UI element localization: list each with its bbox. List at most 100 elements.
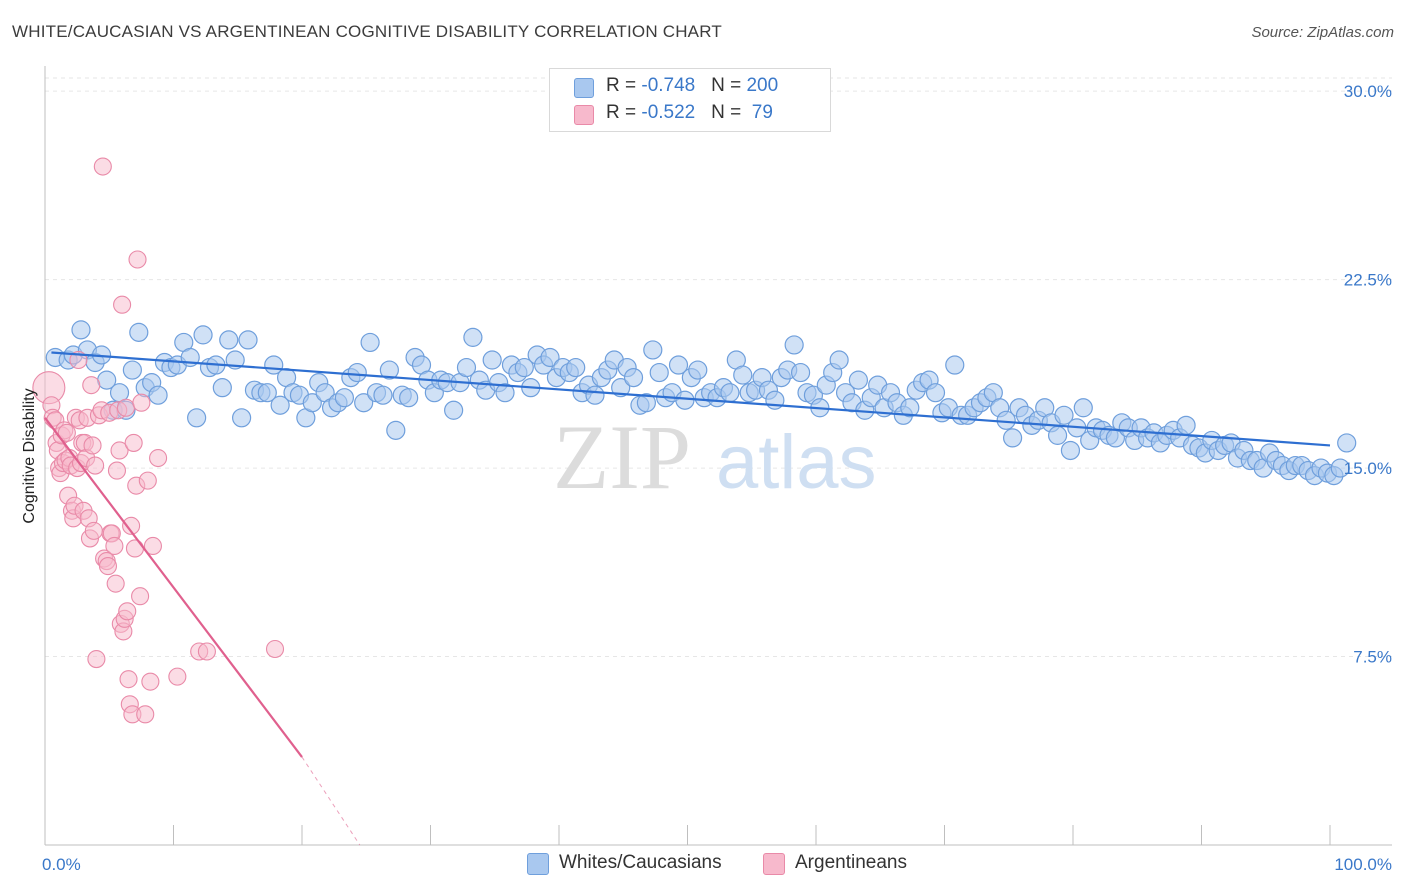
- point-argentineans: [149, 448, 168, 468]
- legend-n-label: N =: [711, 75, 747, 96]
- point-whites: [623, 368, 644, 388]
- point-whites: [675, 390, 695, 410]
- point-argentineans: [86, 456, 105, 475]
- trend-line-argentineans-extrapolated: [301, 756, 361, 846]
- point-whites: [334, 388, 355, 408]
- trend-line-whites: [51, 351, 1331, 447]
- point-whites: [688, 360, 708, 380]
- point-argentineans: [84, 521, 103, 540]
- point-argentineans: [83, 436, 102, 455]
- x-tick-label-min: 0.0%: [42, 855, 81, 874]
- point-whites: [379, 360, 399, 380]
- point-argentineans: [93, 157, 112, 176]
- watermark-atlas: atlas: [716, 420, 877, 505]
- point-whites: [219, 330, 239, 350]
- point-whites: [1003, 428, 1023, 448]
- legend-r-label: R =: [606, 102, 642, 123]
- tick-labels: 7.5% 15.0% 22.5% 30.0% 0.0% 100.0%: [42, 82, 1392, 874]
- watermark-zip: ZIP: [553, 406, 691, 508]
- point-whites: [649, 362, 669, 383]
- point-whites: [386, 420, 406, 440]
- point-argentineans: [141, 672, 160, 691]
- point-whites: [495, 383, 515, 403]
- point-whites: [456, 357, 477, 378]
- point-argentineans: [106, 574, 125, 593]
- point-whites: [585, 385, 605, 405]
- trend-line-argentineans: [44, 417, 303, 758]
- trend-lines: [44, 351, 1331, 846]
- point-argentineans: [107, 461, 127, 480]
- point-whites: [193, 325, 213, 345]
- point-argentineans: [128, 250, 147, 269]
- point-argentineans: [168, 667, 187, 686]
- point-whites: [354, 393, 374, 413]
- point-whites: [71, 320, 91, 340]
- point-whites: [611, 378, 631, 398]
- point-argentineans: [124, 433, 143, 452]
- point-argentineans: [138, 471, 157, 490]
- point-whites: [399, 388, 419, 408]
- x-tick-label-max: 100.0%: [1334, 855, 1392, 874]
- point-whites: [540, 347, 560, 368]
- point-whites: [187, 408, 207, 428]
- point-argentineans: [125, 539, 144, 558]
- point-whites: [848, 370, 869, 390]
- point-argentineans: [105, 536, 124, 556]
- correlation-legend: R = -0.748 N = 200 R = -0.522 N = 79: [549, 68, 831, 132]
- point-whites: [1073, 398, 1093, 418]
- legend-row-argentineans: R = -0.522 N = 79: [574, 102, 773, 126]
- point-argentineans: [265, 639, 285, 659]
- legend-swatch-pink: [574, 105, 594, 125]
- point-whites: [733, 365, 753, 385]
- point-whites: [900, 398, 920, 418]
- legend-r-value: -0.522: [641, 102, 696, 123]
- point-whites: [122, 360, 142, 380]
- point-whites: [347, 362, 367, 383]
- series-whites-points: [45, 320, 1357, 486]
- point-whites: [270, 395, 290, 415]
- point-argentineans: [132, 393, 151, 412]
- point-argentineans: [116, 398, 136, 417]
- y-tick-label: 30.0%: [1344, 82, 1392, 101]
- point-whites: [257, 383, 277, 403]
- point-whites: [232, 408, 252, 428]
- point-whites: [636, 393, 656, 413]
- point-whites: [482, 350, 502, 370]
- point-whites: [643, 340, 663, 360]
- legend-swatch-blue: [574, 78, 594, 98]
- y-tick-label: 22.5%: [1344, 271, 1392, 290]
- point-argentineans: [82, 376, 101, 395]
- point-whites: [129, 322, 149, 342]
- bottom-legend-swatch-pink: [763, 853, 785, 875]
- point-whites: [784, 335, 804, 355]
- point-whites: [238, 330, 258, 350]
- y-tick-label: 15.0%: [1344, 459, 1392, 478]
- point-whites: [1337, 433, 1357, 453]
- legend-n-label: N =: [711, 102, 747, 123]
- point-whites: [444, 400, 464, 420]
- point-argentineans: [57, 423, 76, 442]
- point-argentineans: [113, 295, 132, 314]
- point-argentineans: [131, 587, 150, 606]
- point-whites: [790, 362, 811, 383]
- y-tick-label: 7.5%: [1353, 648, 1392, 667]
- point-whites: [668, 355, 689, 375]
- bottom-legend-label-whites: Whites/Caucasians: [559, 852, 722, 873]
- bottom-legend-label-argentineans: Argentineans: [795, 852, 907, 873]
- point-argentineans: [197, 642, 216, 661]
- point-whites: [1330, 458, 1350, 478]
- legend-r-label: R =: [606, 75, 642, 96]
- point-whites: [1060, 440, 1081, 461]
- bottom-legend-swatch-blue: [527, 853, 549, 875]
- point-whites: [566, 357, 586, 378]
- point-argentineans: [136, 705, 155, 724]
- legend-n-value: 200: [746, 75, 779, 96]
- point-whites: [463, 327, 483, 347]
- source-label: Source: ZipAtlas.com: [1251, 24, 1394, 41]
- point-argentineans: [110, 441, 129, 460]
- legend-row-whites: R = -0.748 N = 200: [574, 75, 778, 99]
- point-whites: [148, 385, 168, 405]
- point-argentineans: [98, 557, 118, 576]
- point-whites: [945, 355, 965, 375]
